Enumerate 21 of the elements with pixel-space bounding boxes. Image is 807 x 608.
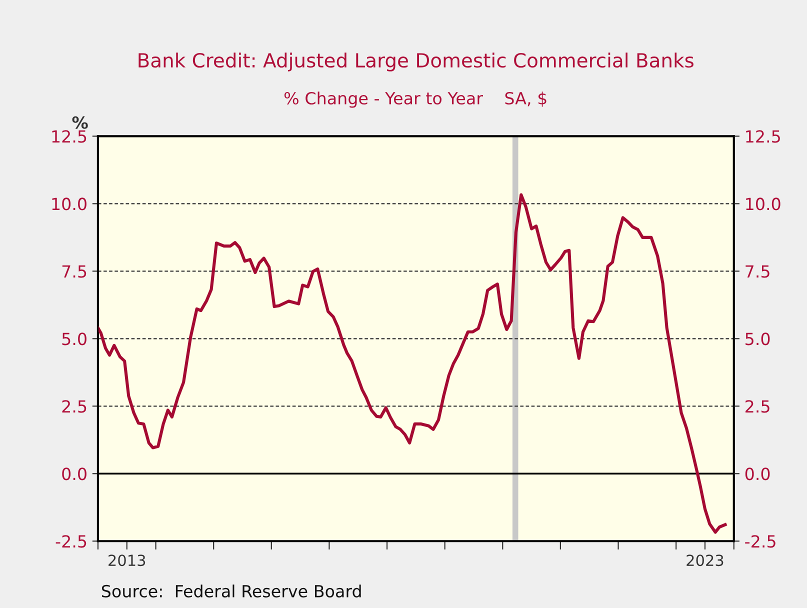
y-tick-label: -2.5 [56, 535, 86, 548]
y2-tick-label: -2.5 [745, 535, 776, 548]
y-tick-label: 10.0 [52, 198, 86, 210]
x-tick-label: 2023 [686, 554, 724, 566]
y2-tick-label: 0.0 [745, 468, 770, 480]
x-tick-label: 2013 [108, 554, 146, 566]
y2-tick-label: 12.5 [746, 130, 780, 143]
y-tick-label: 2.5 [62, 400, 86, 413]
y2-tick-label: 5.0 [746, 332, 770, 346]
y-tick-label: 0.0 [62, 468, 86, 480]
y-tick-label: 5.0 [62, 332, 86, 346]
line-series [98, 193, 727, 534]
y-tick-label: 7.5 [62, 265, 86, 278]
y2-tick-label: 10.0 [746, 198, 780, 210]
y2-tick-label: 2.5 [746, 400, 770, 413]
y2-tick-label: 7.5 [746, 265, 770, 278]
y-axis-title: % [72, 116, 88, 129]
chart-title: Bank Credit: Adjusted Large Domestic Commercial Banks [138, 52, 694, 72]
chart-subtitle: % Change - Year to Year SA, $ [284, 92, 546, 108]
source-note: Source: Federal Reserve Board [102, 584, 361, 598]
y-tick-label: 12.5 [52, 130, 86, 143]
